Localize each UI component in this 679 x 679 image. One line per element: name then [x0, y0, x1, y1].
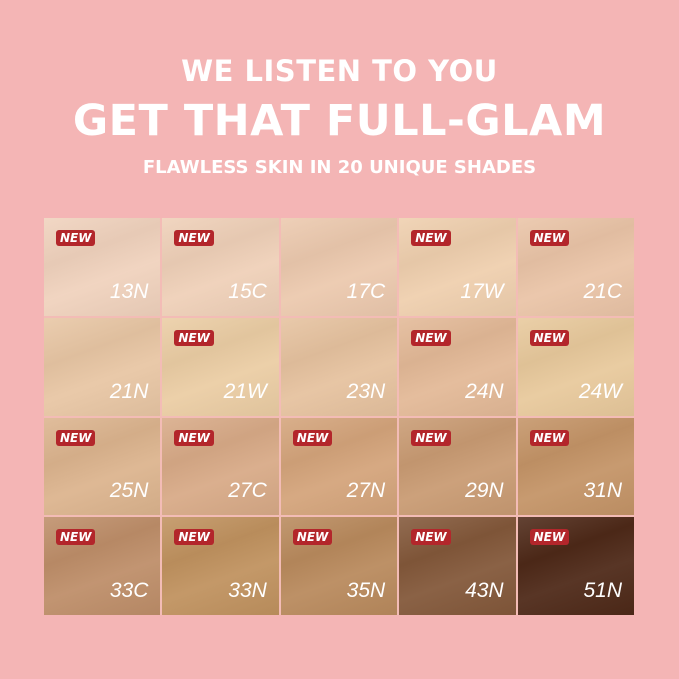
new-badge: NEW — [529, 429, 570, 446]
shade-swatch-27n: NEW 27N — [280, 417, 398, 516]
shade-name: 31N — [583, 479, 622, 503]
shade-name: 23N — [346, 379, 386, 403]
new-badge: NEW — [411, 230, 451, 246]
shade-name: 21W — [223, 379, 267, 403]
shade-swatch-31n: NEW 31N — [517, 417, 634, 516]
shade-swatch-21w: NEW 21W — [162, 317, 279, 416]
shade-swatch-24n: NEW 24N — [399, 317, 516, 416]
shade-name: 17W — [460, 279, 504, 303]
new-badge: NEW — [411, 429, 451, 446]
shade-name: 51N — [583, 579, 622, 602]
new-badge: NEW — [174, 329, 214, 346]
shade-name: 27C — [228, 479, 267, 503]
shade-name: 21N — [109, 379, 149, 403]
shade-swatch-29n: NEW 29N — [399, 417, 516, 516]
shade-name: 27N — [346, 479, 386, 503]
new-badge: NEW — [529, 529, 570, 546]
shade-swatch-23n: 23N — [280, 317, 398, 416]
shade-name: 29N — [465, 479, 504, 503]
shade-name: 35N — [346, 579, 386, 602]
shade-swatch-51n: NEW 51N — [517, 517, 634, 615]
shade-swatch-43n: NEW 43N — [399, 517, 516, 615]
new-badge: NEW — [174, 429, 214, 446]
new-badge: NEW — [529, 230, 570, 246]
new-badge: NEW — [56, 529, 96, 546]
shade-swatch-25n: NEW 25N — [44, 417, 161, 516]
new-badge: NEW — [292, 429, 333, 446]
new-badge: NEW — [56, 230, 96, 246]
shade-name: 17C — [346, 279, 386, 303]
shade-swatch-13n: NEW 13N — [44, 218, 161, 316]
shade-swatch-17c: 17C — [280, 218, 398, 316]
shade-name: 33C — [109, 579, 149, 602]
shade-swatch-21n: 21N — [44, 317, 161, 416]
tagline: WE LISTEN TO YOU — [181, 54, 498, 88]
shade-name: 24W — [578, 379, 622, 403]
shade-name: 33N — [228, 579, 267, 602]
shade-swatch-27c: NEW 27C — [162, 417, 279, 516]
shade-swatch-17w: NEW 17W — [399, 218, 516, 316]
shade-swatch-15c: NEW 15C — [162, 218, 279, 316]
shade-name: 15C — [228, 279, 267, 303]
new-badge: NEW — [292, 529, 333, 546]
shade-name: 21C — [583, 279, 622, 303]
new-badge: NEW — [529, 329, 570, 346]
subheadline: FLAWLESS SKIN IN 20 UNIQUE SHADES — [142, 157, 537, 178]
shade-name: 13N — [109, 279, 149, 303]
shade-swatch-33n: NEW 33N — [162, 517, 279, 615]
shade-swatch-35n: NEW 35N — [280, 517, 398, 615]
shade-swatch-24w: NEW 24W — [517, 317, 634, 416]
new-badge: NEW — [174, 230, 214, 246]
new-badge: NEW — [56, 429, 96, 446]
new-badge: NEW — [411, 529, 451, 546]
shade-name: 25N — [109, 479, 149, 503]
new-badge: NEW — [174, 529, 214, 546]
headline: GET THAT FULL-GLAM — [72, 96, 607, 146]
shade-swatch-33c: NEW 33C — [44, 517, 161, 615]
shade-swatch-21c: NEW 21C — [517, 218, 634, 316]
shade-name: 43N — [465, 579, 504, 602]
shade-name: 24N — [465, 379, 504, 403]
new-badge: NEW — [411, 329, 451, 346]
shade-grid: NEW 13N NEW 15C 17C NEW 17W NEW 21C 21N NEW 21W 23N N… — [44, 218, 634, 615]
